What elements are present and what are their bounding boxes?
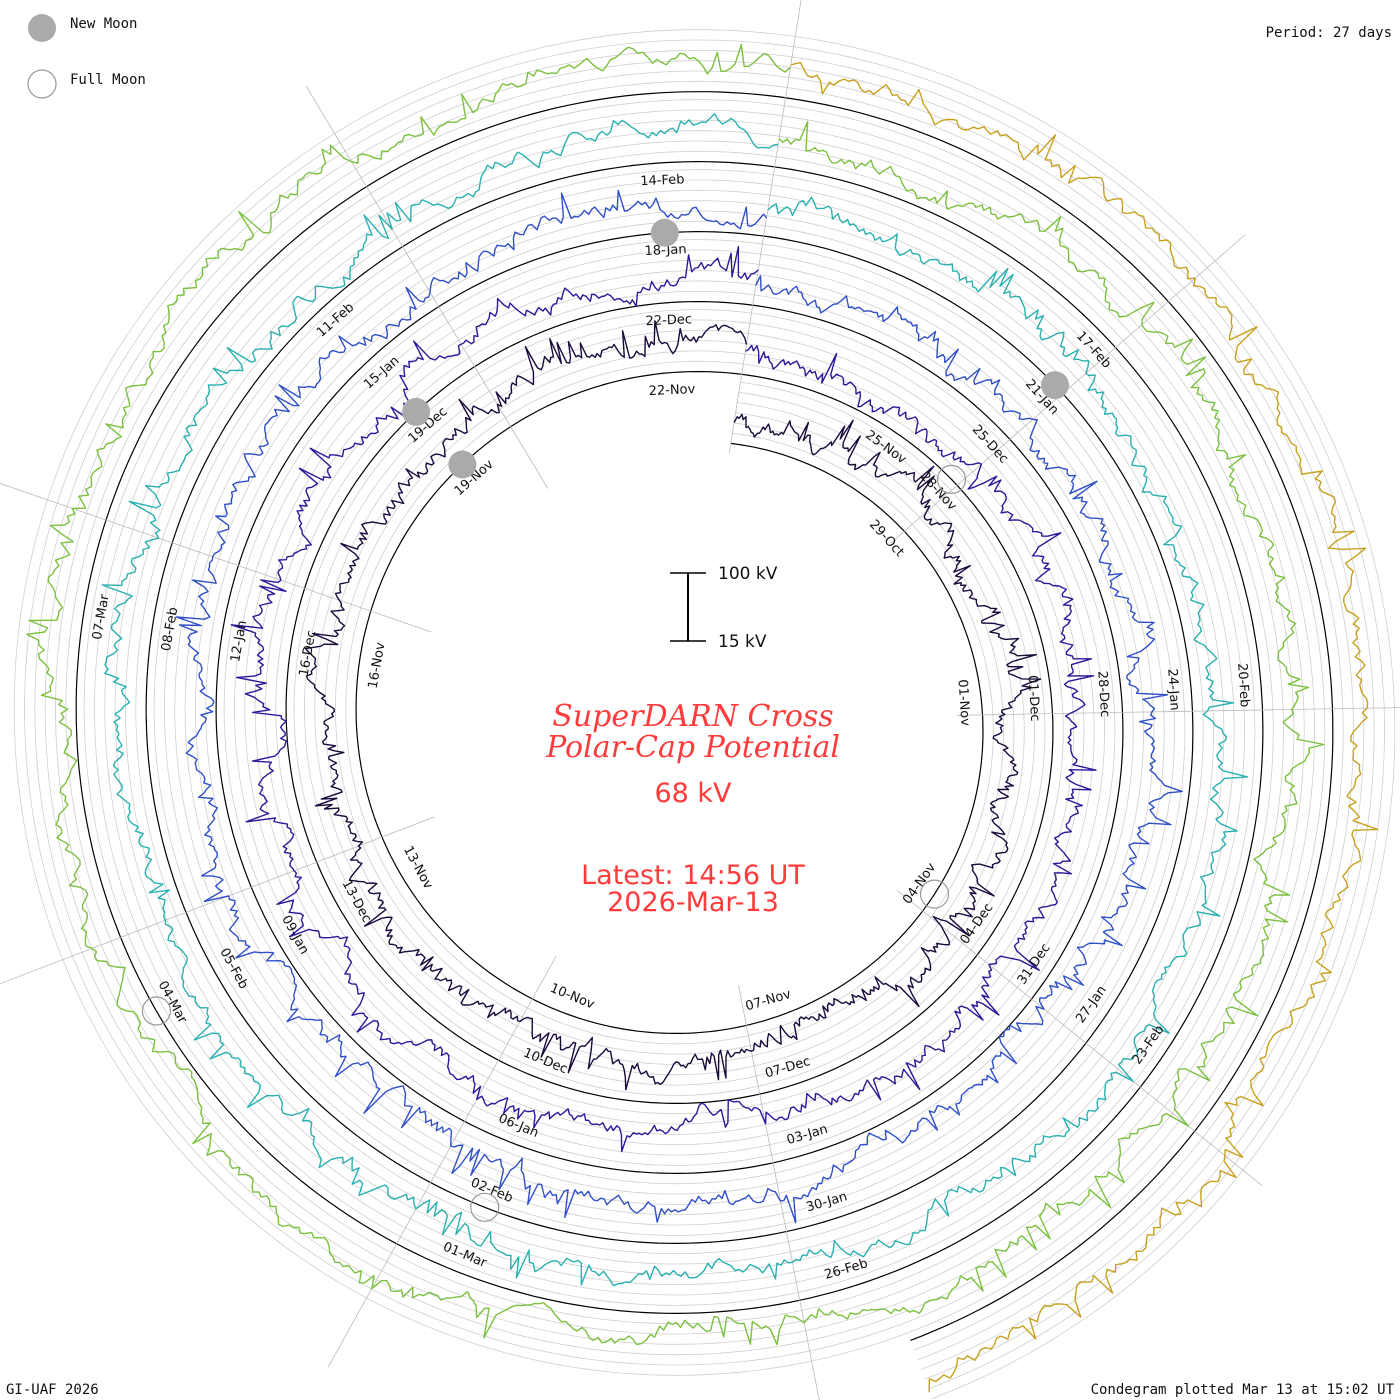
date-label: 01-Nov <box>955 679 973 727</box>
scale-bottom-label: 15 kV <box>718 632 767 652</box>
date-label: 10-Nov <box>548 981 597 1013</box>
moon-markers <box>141 218 1069 1222</box>
date-label: 16-Dec <box>297 629 320 677</box>
ring-gridline <box>34 49 1375 1380</box>
date-label: 04-Dec <box>958 901 997 948</box>
date-label: 26-Feb <box>823 1256 870 1283</box>
date-label: 01-Dec <box>1024 675 1042 722</box>
scale-bar: 100 kV 15 kV <box>670 564 778 652</box>
current-value: 68 kV <box>654 778 732 809</box>
ring-gridline <box>44 60 1365 1370</box>
legend-full-moon: Full Moon <box>70 72 146 88</box>
trace-cycle-5 <box>26 43 1325 1346</box>
date-label: 07-Dec <box>763 1054 812 1081</box>
legend-new-moon: New Moon <box>70 16 137 32</box>
scale-top-label: 100 kV <box>718 564 778 584</box>
trace-cycle-4 <box>101 113 1249 1287</box>
title-line-2: Polar-Cap Potential <box>545 730 840 765</box>
ring-gridline <box>55 70 1354 1361</box>
date-label: 20-Feb <box>1234 663 1252 708</box>
trace-cycle-6 <box>790 62 1379 1393</box>
latest-time: Latest: 14:56 UT <box>581 860 805 891</box>
new-moon-marker <box>1041 371 1069 400</box>
ring-gridline <box>24 39 1385 1390</box>
date-label: 31-Dec <box>1015 941 1054 988</box>
radial-spoke <box>738 984 820 1400</box>
ring-baseline <box>75 91 1334 1341</box>
radial-spoke <box>305 85 549 489</box>
radial-spoke <box>896 889 1263 1187</box>
full-moon-marker <box>936 464 967 494</box>
date-label: 12-Jan <box>228 619 250 663</box>
radial-spoke <box>0 483 432 633</box>
new-moon-legend-icon <box>28 14 56 42</box>
footer-plotted: Condegram plotted Mar 13 at 15:02 UT <box>1091 1382 1395 1398</box>
date-label: 22-Nov <box>648 382 696 399</box>
trace-cycle-1 <box>304 320 1042 1091</box>
date-label: 07-Nov <box>744 987 793 1014</box>
trace-cycle-3 <box>175 189 1183 1224</box>
full-moon-legend-icon <box>27 69 57 99</box>
radial-spoke <box>0 816 436 985</box>
date-label: 16-Nov <box>366 641 389 690</box>
date-label: 14-Feb <box>640 172 685 189</box>
data-traces <box>26 43 1379 1393</box>
date-label: 24-Jan <box>1164 668 1182 711</box>
period-label: Period: 27 days <box>1266 25 1392 41</box>
date-label: 29-Oct <box>866 517 907 560</box>
title-line-1: SuperDARN Cross <box>552 699 833 734</box>
latest-date: 2026-Mar-13 <box>607 887 779 918</box>
full-moon-marker <box>919 879 950 909</box>
date-label: 13-Nov <box>400 844 436 892</box>
new-moon-marker <box>448 450 477 479</box>
footer-credit: GI-UAF 2026 <box>6 1382 99 1398</box>
date-label: 22-Dec <box>645 312 692 329</box>
ring-gridline <box>13 29 1396 1400</box>
date-label: 30-Jan <box>805 1189 850 1215</box>
trace-cycle-2 <box>230 245 1097 1153</box>
ring-gridline <box>65 80 1344 1351</box>
radial-spoke <box>728 0 802 454</box>
date-label: 03-Jan <box>785 1122 830 1148</box>
new-moon-marker <box>650 218 679 247</box>
date-label: 08-Feb <box>159 606 181 652</box>
date-label: 28-Dec <box>1094 670 1112 717</box>
full-moon-marker <box>470 1192 500 1222</box>
date-label: 18-Jan <box>644 242 687 259</box>
radial-spoke <box>956 707 1400 716</box>
radial-spoke <box>327 955 557 1368</box>
new-moon-marker <box>402 397 431 426</box>
legend: New Moon Full Moon <box>27 14 146 99</box>
full-moon-marker <box>141 996 171 1026</box>
date-label: 04-Nov <box>900 860 939 907</box>
